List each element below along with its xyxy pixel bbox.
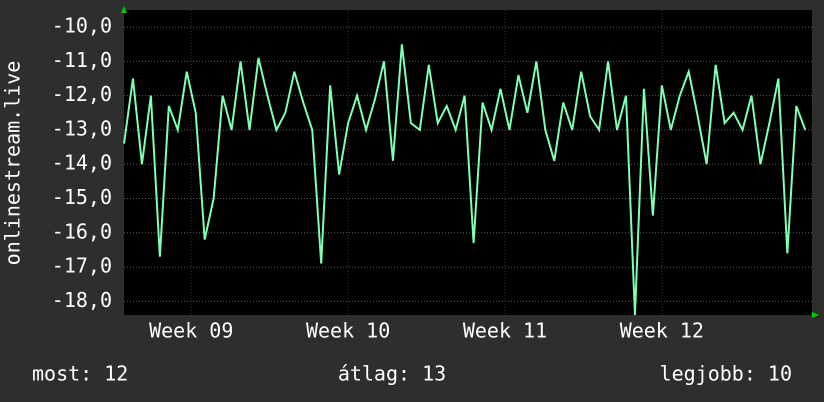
y-tick-label: -16,0 [52, 219, 112, 243]
x-tick-label: Week 09 [149, 319, 233, 343]
y-tick-label: -13,0 [52, 116, 112, 140]
y-tick-label: -15,0 [52, 185, 112, 209]
x-axis-arrow [812, 312, 819, 318]
y-axis-arrow [121, 6, 127, 13]
y-tick-label: -11,0 [52, 48, 112, 72]
y-axis-label: onlinestream.live [1, 61, 25, 266]
footer-current: most: 12 [32, 362, 128, 386]
x-tick-label: Week 11 [463, 319, 547, 343]
x-tick-label: Week 10 [306, 319, 390, 343]
y-tick-label: -14,0 [52, 151, 112, 175]
y-tick-label: -12,0 [52, 82, 112, 106]
y-tick-label: -10,0 [52, 14, 112, 38]
y-tick-label: -18,0 [52, 288, 112, 312]
x-tick-label: Week 12 [620, 319, 704, 343]
footer-average: átlag: 13 [338, 362, 446, 386]
data-line [123, 44, 807, 316]
footer-best: legjobb: 10 [660, 362, 792, 386]
y-tick-label: -17,0 [52, 254, 112, 278]
